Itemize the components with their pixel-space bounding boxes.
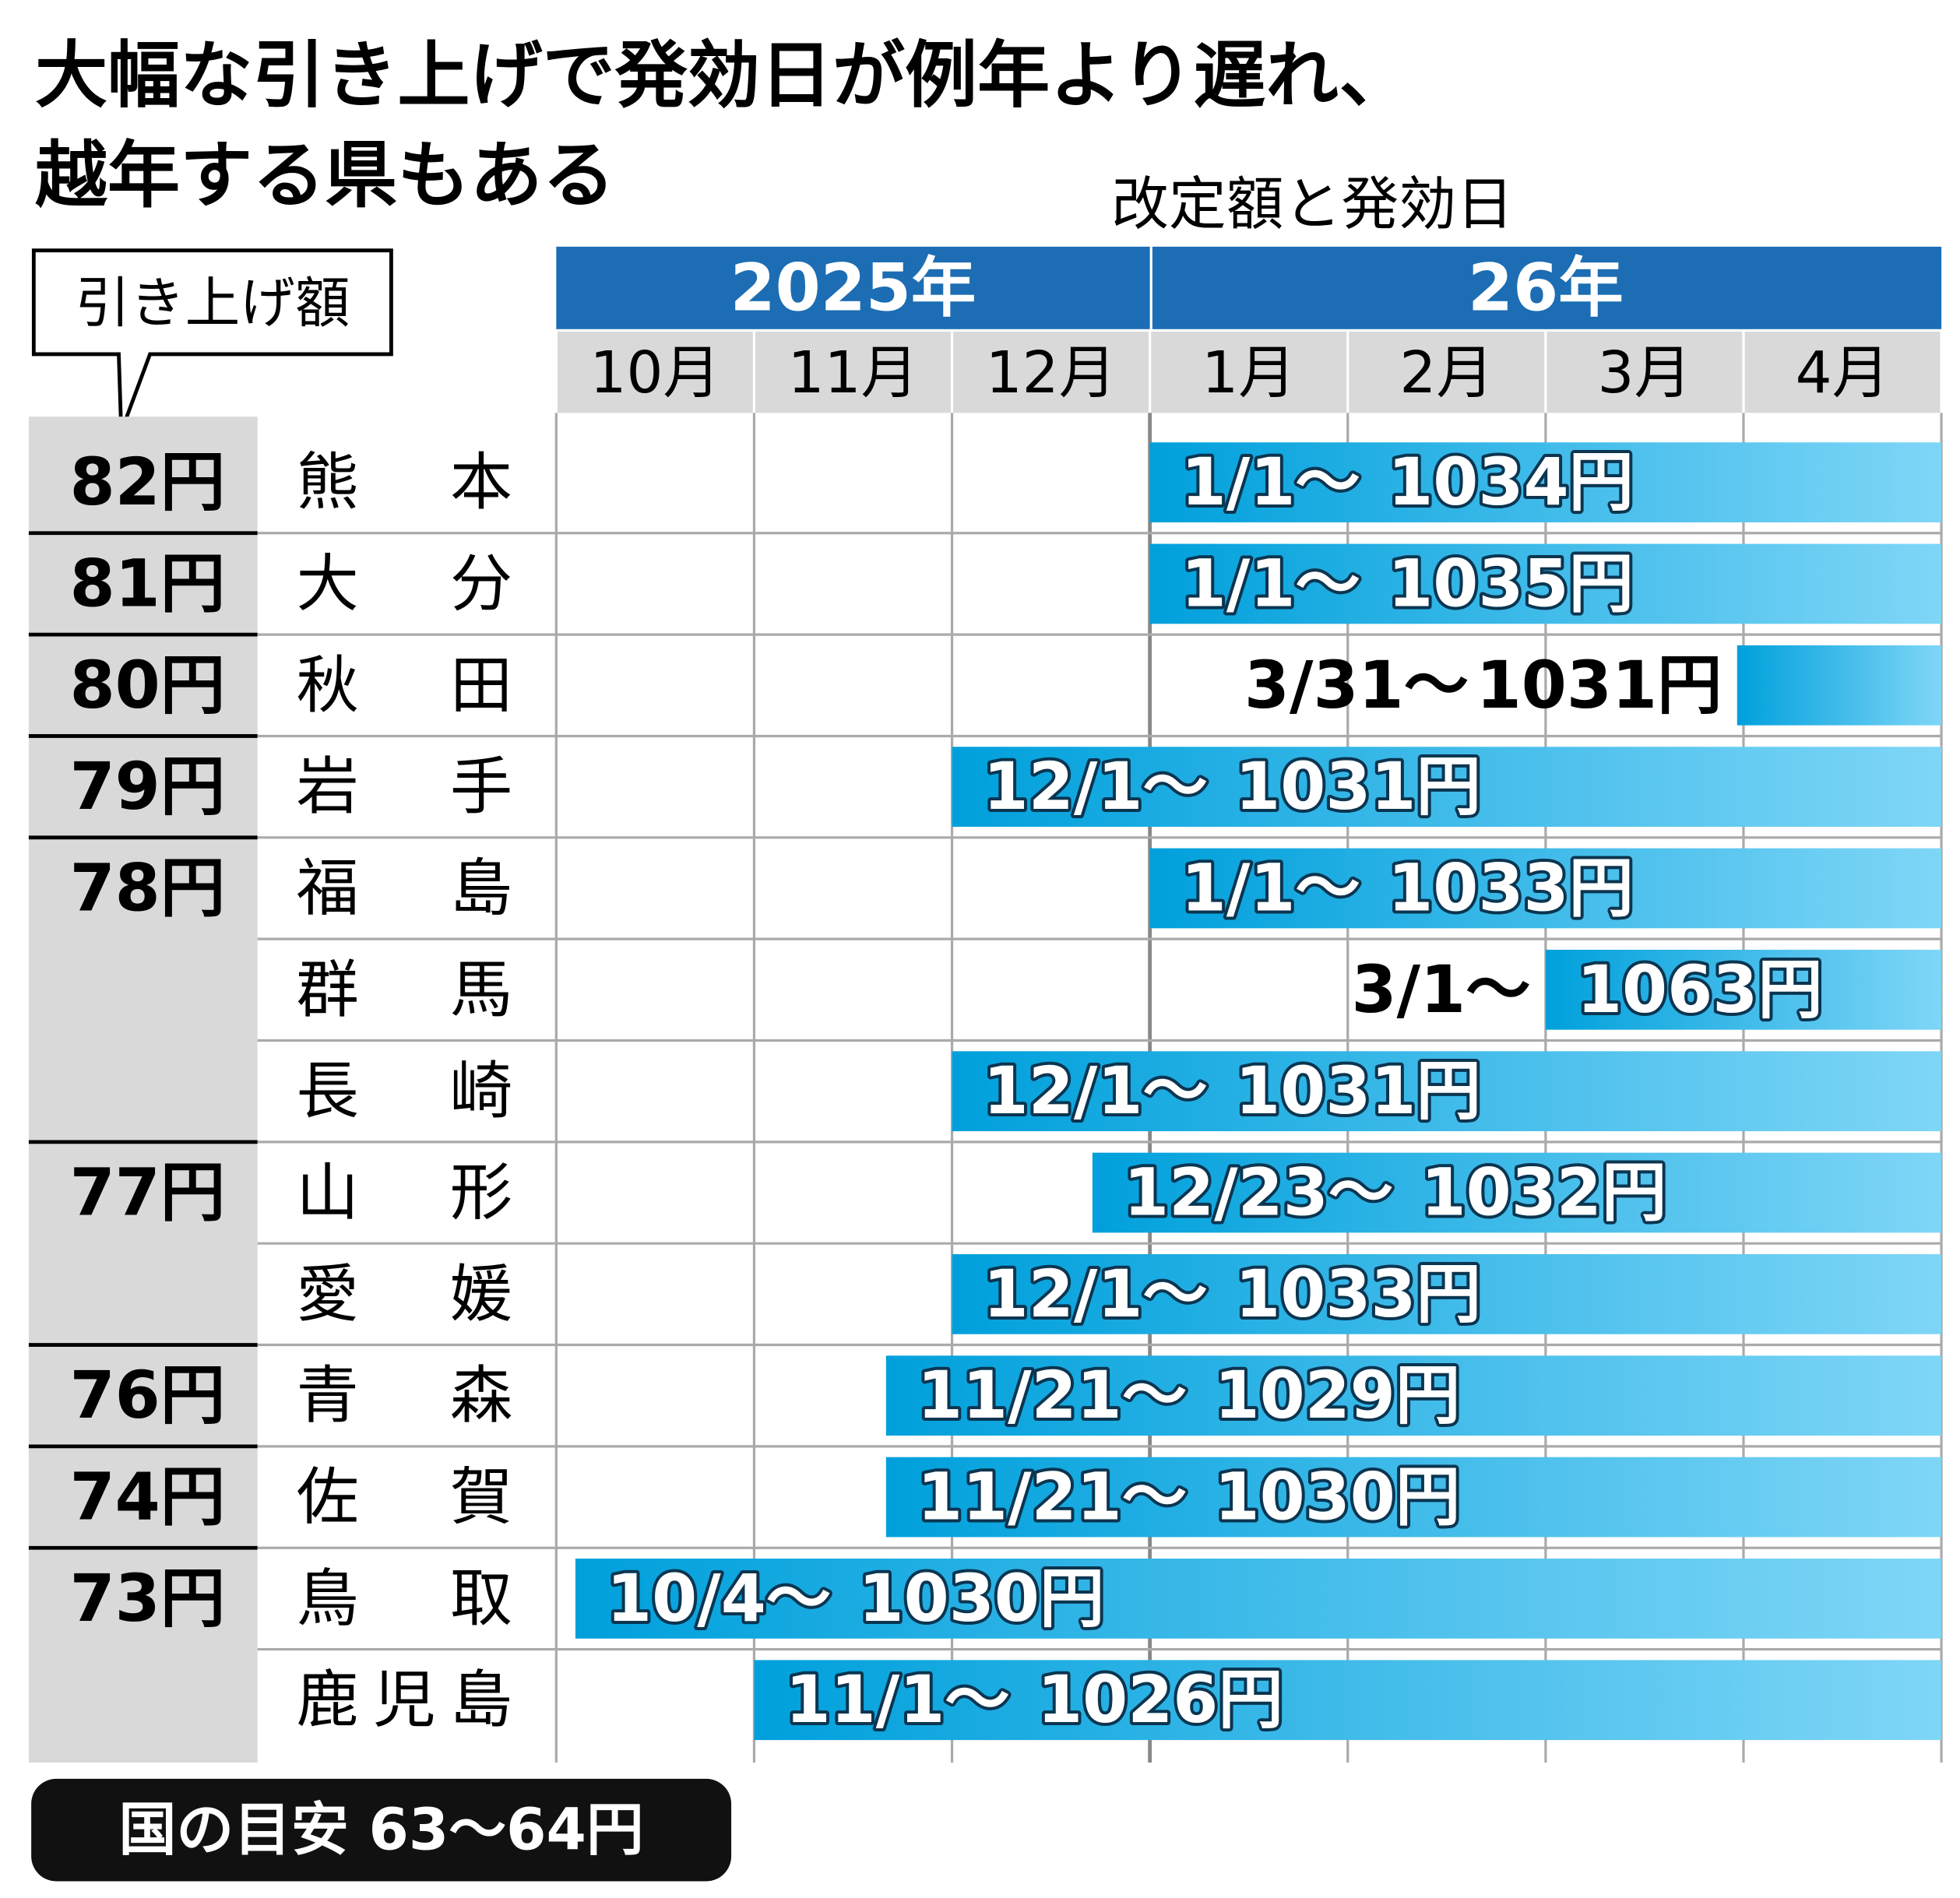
date-label: 12/23～	[1124, 1155, 1393, 1231]
date-label: 1/1～	[1181, 850, 1360, 926]
month-label: 10月	[589, 339, 720, 406]
date-label: 12/1～	[984, 749, 1208, 824]
wage-label: 1035円	[1388, 546, 1634, 621]
month-header	[1151, 332, 1347, 413]
wage-label: 1030円	[1215, 1460, 1461, 1535]
bar	[1545, 949, 1941, 1030]
increase-column	[28, 417, 258, 1763]
date-label: 10/4～	[607, 1561, 831, 1636]
wage-label: 1026円	[1037, 1662, 1283, 1738]
date-label: 3/31～	[1244, 648, 1469, 723]
increase: 82円	[70, 445, 226, 520]
prefecture: 秋田	[296, 649, 512, 722]
wage-label: 1029円	[1215, 1358, 1461, 1433]
wage-label: 1063円	[1577, 952, 1823, 1028]
prefecture: 福島	[296, 852, 512, 924]
date-label: 11/21～	[917, 1358, 1187, 1433]
date-label: 12/1～	[984, 1257, 1208, 1332]
month-header	[557, 332, 753, 413]
increase: 78円	[70, 850, 226, 926]
increase: 80円	[70, 648, 226, 723]
title-line: 大幅な引き上げで発効日が例年より遅れ、	[35, 33, 1412, 118]
wage-label: 1033円	[1235, 1257, 1481, 1332]
month-label: 4月	[1796, 339, 1890, 406]
bar	[885, 1355, 1941, 1436]
bar	[1737, 645, 1941, 726]
prefecture: 群馬	[296, 954, 512, 1026]
prefecture: 山形	[296, 1157, 512, 1229]
date-label: 1/1～	[1181, 445, 1360, 520]
month-label: 12月	[986, 339, 1117, 406]
bar	[1149, 442, 1941, 522]
bar	[952, 1051, 1941, 1132]
footer: 国の目安 63～64円	[119, 1797, 644, 1864]
wage-label: 1031円	[1235, 1053, 1481, 1129]
wage-label: 1031円	[1476, 648, 1722, 723]
increase: 81円	[70, 546, 226, 621]
prefecture: 佐賀	[296, 1461, 512, 1534]
bar	[952, 1253, 1941, 1334]
prefecture: 岩手	[296, 750, 512, 823]
increase: 76円	[70, 1358, 226, 1433]
bar	[754, 1660, 1941, 1741]
bar	[952, 747, 1941, 828]
subtitle: 改定額と発効日	[1111, 170, 1514, 237]
prefecture: 鹿児島	[296, 1664, 512, 1736]
month-header	[1744, 332, 1941, 413]
bar	[1149, 848, 1941, 929]
prefecture: 長崎	[296, 1055, 512, 1127]
title-line: 越年する県もある	[35, 133, 615, 217]
year-header	[556, 246, 1150, 329]
bar	[575, 1559, 1941, 1639]
prefecture: 熊本	[296, 446, 512, 518]
wage-label: 1032円	[1421, 1155, 1667, 1231]
prefecture: 愛媛	[296, 1258, 512, 1330]
bar	[885, 1457, 1941, 1538]
date-label: 12/1～	[984, 1053, 1208, 1129]
bar	[1092, 1152, 1941, 1233]
month-header	[755, 332, 951, 413]
year-label: 26年	[1468, 250, 1624, 325]
footer-box	[31, 1778, 732, 1882]
increase: 79円	[70, 749, 226, 824]
month-header	[953, 332, 1149, 413]
year-label: 2025年	[730, 250, 976, 325]
month-header	[1349, 332, 1545, 413]
month-label: 11月	[788, 339, 919, 406]
increase: 74円	[70, 1460, 226, 1535]
wage-label: 1034円	[1388, 445, 1634, 520]
tag: 引き上げ額	[75, 271, 350, 336]
bar	[1149, 543, 1941, 624]
prefecture: 大分	[296, 547, 512, 620]
month-label: 3月	[1598, 339, 1692, 406]
wage-label: 1031円	[1235, 749, 1481, 824]
date-label: 1/1～	[1181, 546, 1360, 621]
wage-label: 1030円	[859, 1561, 1105, 1636]
month-label: 1月	[1202, 339, 1296, 406]
increase: 77円	[70, 1155, 226, 1231]
month-header	[1547, 332, 1743, 413]
year-header	[1152, 246, 1942, 329]
date-label: 11/21～	[917, 1460, 1187, 1535]
increase: 73円	[70, 1561, 226, 1636]
prefecture: 青森	[296, 1359, 512, 1432]
date-label: 3/1～	[1351, 952, 1530, 1028]
wage-label: 1033円	[1388, 850, 1634, 926]
prefecture: 鳥取	[296, 1562, 512, 1635]
month-label: 2月	[1399, 339, 1494, 406]
date-label: 11/1～	[786, 1662, 1010, 1738]
tag-box	[31, 248, 393, 433]
